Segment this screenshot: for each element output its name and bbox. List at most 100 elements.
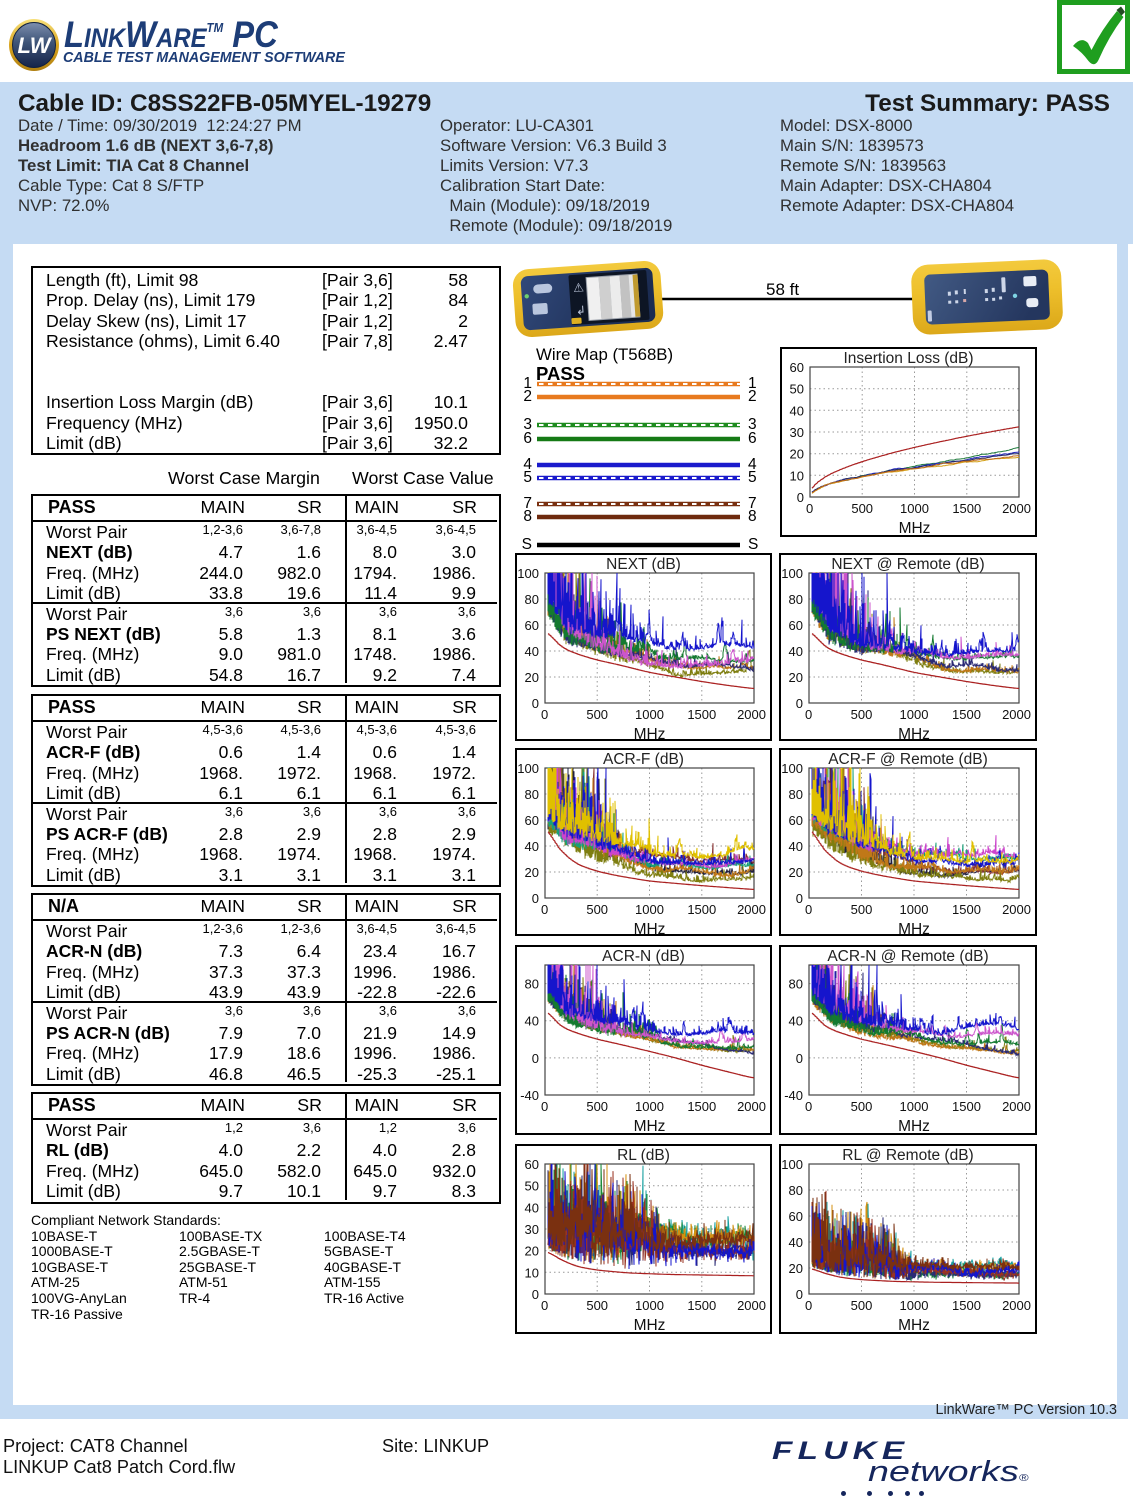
svg-text:40: 40 <box>525 1014 539 1029</box>
svg-text:80: 80 <box>789 787 803 802</box>
svg-text:MHz: MHz <box>634 726 666 741</box>
svg-text:100: 100 <box>517 566 539 581</box>
svg-text:2000: 2000 <box>1002 1099 1031 1114</box>
svg-text:40: 40 <box>789 839 803 854</box>
svg-text:MHz: MHz <box>634 921 666 936</box>
svg-text:MHz: MHz <box>634 1317 666 1334</box>
svg-text:0: 0 <box>796 1051 803 1066</box>
svg-text:2000: 2000 <box>737 1099 766 1114</box>
svg-text:80: 80 <box>789 977 803 992</box>
svg-text:RL @ Remote (dB): RL @ Remote (dB) <box>842 1147 973 1164</box>
svg-text:40: 40 <box>525 839 539 854</box>
svg-text:80: 80 <box>789 592 803 607</box>
svg-text:20: 20 <box>525 670 539 685</box>
svg-text:MHz: MHz <box>899 520 931 537</box>
svg-text:MHz: MHz <box>898 726 930 741</box>
svg-text:10: 10 <box>525 1265 539 1280</box>
svg-text:1000: 1000 <box>635 1298 664 1313</box>
svg-text:0: 0 <box>532 1287 539 1302</box>
svg-text:0: 0 <box>805 902 812 917</box>
svg-text:MHz: MHz <box>898 1118 930 1135</box>
svg-text:ACR-N @ Remote (dB): ACR-N @ Remote (dB) <box>827 948 988 965</box>
svg-text:20: 20 <box>525 865 539 880</box>
svg-text:80: 80 <box>525 592 539 607</box>
svg-text:1000: 1000 <box>635 707 664 722</box>
svg-text:0: 0 <box>796 1287 803 1302</box>
svg-text:NEXT (dB): NEXT (dB) <box>606 556 681 573</box>
svg-text:2000: 2000 <box>737 902 766 917</box>
svg-text:60: 60 <box>790 360 804 375</box>
svg-text:0: 0 <box>532 696 539 711</box>
svg-text:0: 0 <box>796 891 803 906</box>
svg-text:500: 500 <box>586 1099 608 1114</box>
svg-text:2000: 2000 <box>1002 1298 1031 1313</box>
svg-text:500: 500 <box>586 902 608 917</box>
svg-text:1000: 1000 <box>900 902 929 917</box>
svg-text:20: 20 <box>790 447 804 462</box>
svg-text:500: 500 <box>851 1298 873 1313</box>
svg-text:1000: 1000 <box>900 1099 929 1114</box>
svg-text:⚠: ⚠ <box>573 280 585 295</box>
svg-text:2000: 2000 <box>1002 501 1031 516</box>
svg-text:1000: 1000 <box>900 707 929 722</box>
svg-text:60: 60 <box>789 618 803 633</box>
svg-text:50: 50 <box>525 1179 539 1194</box>
svg-text:1500: 1500 <box>687 707 716 722</box>
svg-text:80: 80 <box>525 787 539 802</box>
svg-text:100: 100 <box>781 566 803 581</box>
svg-text:40: 40 <box>789 1014 803 1029</box>
svg-text:0: 0 <box>532 891 539 906</box>
svg-text:500: 500 <box>851 902 873 917</box>
svg-text:100: 100 <box>781 761 803 776</box>
svg-text:60: 60 <box>789 1209 803 1224</box>
svg-text:1000: 1000 <box>900 501 929 516</box>
svg-text:100: 100 <box>517 761 539 776</box>
svg-text:0: 0 <box>532 1051 539 1066</box>
svg-text:30: 30 <box>525 1222 539 1237</box>
svg-text:1500: 1500 <box>952 1298 981 1313</box>
svg-text:1500: 1500 <box>952 1099 981 1114</box>
svg-text:40: 40 <box>790 403 804 418</box>
svg-text:2000: 2000 <box>737 1298 766 1313</box>
svg-text:80: 80 <box>525 977 539 992</box>
svg-text:0: 0 <box>541 1099 548 1114</box>
svg-text:40: 40 <box>789 1235 803 1250</box>
svg-text:0: 0 <box>806 501 813 516</box>
svg-text:0: 0 <box>805 1099 812 1114</box>
svg-text:LW: LW <box>18 33 53 58</box>
svg-text:1500: 1500 <box>687 1298 716 1313</box>
svg-text:1500: 1500 <box>687 1099 716 1114</box>
svg-text:0: 0 <box>797 490 804 505</box>
svg-text:20: 20 <box>789 1261 803 1276</box>
svg-text:ACR-F (dB): ACR-F (dB) <box>603 751 684 768</box>
svg-text:1500: 1500 <box>952 501 981 516</box>
svg-text:30: 30 <box>790 425 804 440</box>
svg-text:500: 500 <box>851 1099 873 1114</box>
svg-text:ACR-N (dB): ACR-N (dB) <box>602 948 685 965</box>
svg-text:2000: 2000 <box>1002 902 1031 917</box>
svg-text:80: 80 <box>789 1183 803 1198</box>
svg-text:100: 100 <box>781 1157 803 1172</box>
svg-text:10: 10 <box>790 468 804 483</box>
svg-text:60: 60 <box>525 813 539 828</box>
svg-text:40: 40 <box>525 1200 539 1215</box>
svg-text:0: 0 <box>805 1298 812 1313</box>
svg-text:40: 40 <box>789 644 803 659</box>
svg-text:20: 20 <box>525 1244 539 1259</box>
svg-text:60: 60 <box>525 1157 539 1172</box>
svg-text:1500: 1500 <box>952 902 981 917</box>
svg-text:1000: 1000 <box>635 902 664 917</box>
svg-text:1000: 1000 <box>900 1298 929 1313</box>
svg-text:1000: 1000 <box>635 1099 664 1114</box>
svg-text:0: 0 <box>541 707 548 722</box>
svg-text:0: 0 <box>805 707 812 722</box>
svg-text:2000: 2000 <box>737 707 766 722</box>
svg-text:MHz: MHz <box>898 1317 930 1334</box>
svg-text:500: 500 <box>586 1298 608 1313</box>
svg-text:60: 60 <box>789 813 803 828</box>
svg-text:500: 500 <box>851 501 873 516</box>
svg-text:-40: -40 <box>520 1088 539 1103</box>
svg-text:0: 0 <box>541 1298 548 1313</box>
svg-text:40: 40 <box>525 644 539 659</box>
svg-text:500: 500 <box>586 707 608 722</box>
